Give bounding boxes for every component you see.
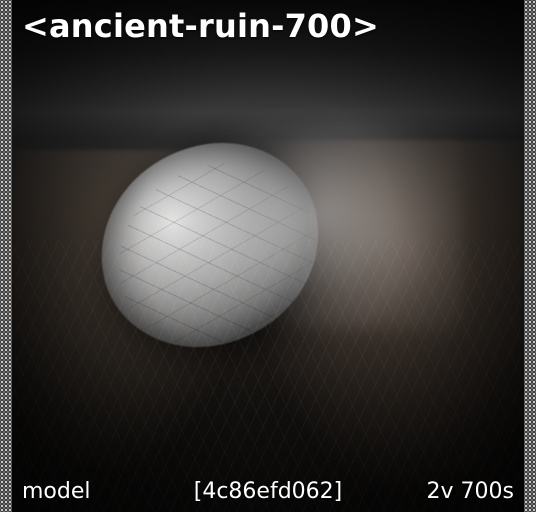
right-dotted-border (524, 0, 536, 512)
rock-cracks (102, 149, 332, 361)
footer-right-text: 2v 700s (426, 479, 514, 504)
footer-left-text: model (22, 479, 91, 504)
footer-center-text: [4c86efd062] (193, 479, 343, 504)
central-rock (84, 127, 336, 363)
scene-image (12, 0, 524, 512)
card-footer: model [4c86efd062] 2v 700s (22, 478, 514, 506)
hill-left (12, 150, 252, 480)
card-title: <ancient-ruin-700> (22, 7, 379, 45)
hill-right (244, 140, 524, 500)
steam-plume (202, 120, 462, 330)
grass-texture (12, 240, 524, 512)
vignette-overlay (12, 0, 524, 512)
left-dotted-border (0, 0, 12, 512)
